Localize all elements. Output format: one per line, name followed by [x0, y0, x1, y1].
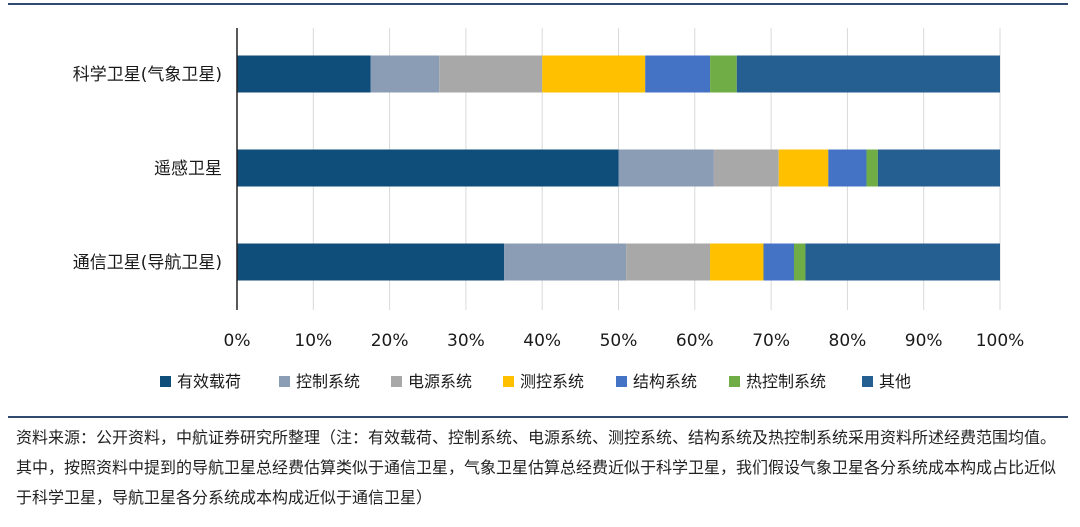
legend-item: 测控系统 — [503, 372, 584, 391]
bar-segment — [439, 55, 543, 93]
legend-item: 其他 — [862, 372, 911, 391]
legend-item: 热控制系统 — [729, 372, 826, 391]
bar-segment — [626, 243, 711, 281]
legend-swatch — [729, 376, 740, 387]
source-note: 资料来源：公开资料，中航证券研究所整理（注：有效载荷、控制系统、电源系统、测控系… — [16, 428, 1057, 507]
legend-label: 有效载荷 — [177, 372, 241, 391]
x-tick-label: 10% — [294, 331, 332, 351]
x-tick-labels: 0% 10% 20% 30% 40% 50% 60% 70% 80% 90% 100% — [224, 331, 1025, 351]
legend-label: 热控制系统 — [746, 372, 826, 391]
category-label: 遥感卫星 — [154, 159, 222, 179]
x-tick-label: 0% — [224, 331, 251, 351]
bar-segment — [736, 55, 1000, 93]
legend-label: 其他 — [879, 372, 911, 391]
category-label: 科学卫星(气象卫星) — [73, 65, 222, 85]
x-tick-label: 100% — [976, 331, 1025, 351]
legend-label: 测控系统 — [520, 372, 584, 391]
bar-segment — [237, 55, 371, 93]
x-tick-label: 80% — [829, 331, 867, 351]
x-tick-label: 30% — [447, 331, 485, 351]
bar-segment — [237, 149, 619, 187]
bar-segment — [828, 149, 867, 187]
note-rule — [8, 416, 1068, 418]
bar-segment — [710, 55, 737, 93]
category-label: 通信卫星(导航卫星) — [73, 253, 222, 273]
bar-segment — [793, 243, 806, 281]
legend-label: 结构系统 — [633, 372, 697, 391]
legend-swatch — [862, 376, 873, 387]
bar-segment — [645, 55, 711, 93]
bar-segment — [710, 243, 764, 281]
x-tick-label: 70% — [752, 331, 790, 351]
legend-swatch — [279, 376, 290, 387]
legend-label: 控制系统 — [296, 372, 360, 391]
top-rule — [8, 3, 1068, 5]
bar-segment — [763, 243, 794, 281]
bar-segment — [805, 243, 1000, 281]
legend-item: 有效载荷 — [160, 372, 241, 391]
bar-segment — [542, 55, 646, 93]
bar-segment — [713, 149, 779, 187]
legend-label: 电源系统 — [408, 372, 472, 391]
bar-segment — [237, 243, 505, 281]
bars — [237, 55, 1000, 281]
legend-item: 控制系统 — [279, 372, 360, 391]
bar-segment — [618, 149, 714, 187]
legend: 有效载荷 控制系统 电源系统 测控系统 结构系统 热控制系统 其他 — [160, 372, 911, 391]
legend-swatch — [616, 376, 627, 387]
bar-segment — [504, 243, 627, 281]
legend-swatch — [503, 376, 514, 387]
x-tick-label: 20% — [371, 331, 409, 351]
legend-swatch — [391, 376, 402, 387]
x-tick-label: 40% — [523, 331, 561, 351]
bar-segment — [370, 55, 440, 93]
legend-item: 电源系统 — [391, 372, 472, 391]
x-tick-label: 60% — [676, 331, 714, 351]
legend-item: 结构系统 — [616, 372, 697, 391]
bar-segment — [778, 149, 829, 187]
legend-swatch — [160, 376, 171, 387]
x-tick-label: 90% — [905, 331, 943, 351]
bar-segment — [877, 149, 1000, 187]
x-tick-label: 50% — [600, 331, 638, 351]
bar-segment — [866, 149, 878, 187]
